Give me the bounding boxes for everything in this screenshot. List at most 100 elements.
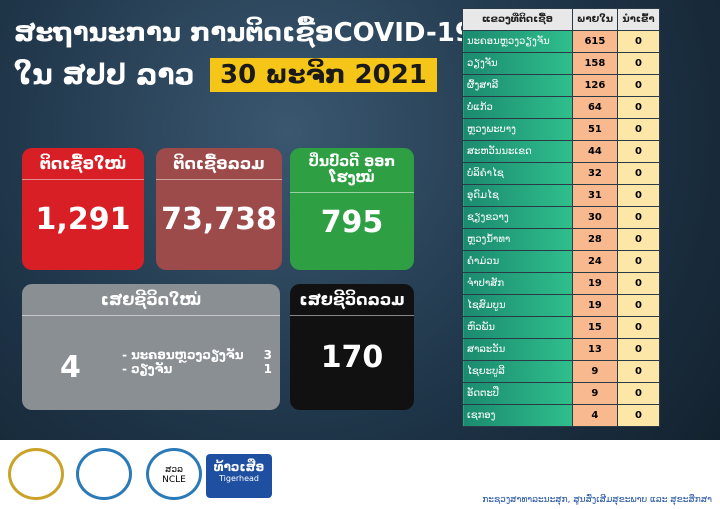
table-cell: ສະຫວັນນະເຂດ — [462, 140, 573, 163]
table-cell: 0 — [617, 52, 660, 75]
main-panel: ສະຖານະການ ການຕິດເຊື້ອCOVID-19 ໃນ ສປປ ລາວ… — [0, 0, 720, 440]
table-row: ນະຄອນຫຼວງວຽງຈັນ 615 0 — [462, 30, 660, 53]
table-cell: ຊຽງຂວາງ — [462, 206, 573, 229]
table-row: ຫຼວງພະບາງ 51 0 — [462, 118, 660, 141]
footer-text: ກະຊວງສາທາລະນະສຸກ, ສູນສົ່ງເສີມສຸຂະພາບ ແລະ… — [482, 495, 712, 505]
card-value: 1,291 — [35, 202, 131, 237]
table-cell: 0 — [617, 206, 660, 229]
table-row: ສາລະວັນ 13 0 — [462, 338, 660, 361]
table-cell: 0 — [617, 382, 660, 405]
card-value: 170 — [320, 340, 384, 375]
table-cell: ໄຊສົມບູນ — [462, 294, 573, 317]
table-cell: 0 — [617, 30, 660, 53]
card-value: 73,738 — [161, 202, 277, 237]
table-row: ບໍລິຄຳໄຊ 32 0 — [462, 162, 660, 185]
table-cell: 13 — [571, 338, 619, 361]
table-cell: 0 — [617, 338, 660, 361]
table-cell: 0 — [617, 228, 660, 251]
table-row: ສະຫວັນນະເຂດ 44 0 — [462, 140, 660, 163]
table-cell: 19 — [571, 294, 619, 317]
card-label: ເສຍຊີວິດລວມ — [290, 284, 414, 316]
table-cell: 31 — [571, 184, 619, 207]
table-cell: ເຊກອງ — [462, 404, 573, 427]
table-row: ບໍ່ແກ້ວ 64 0 — [462, 96, 660, 119]
table-cell: ບໍລິຄຳໄຊ — [462, 162, 573, 185]
table-cell: 44 — [571, 140, 619, 163]
card-label: ຕິດເຊື້ອລວມ — [156, 148, 282, 180]
card-value: 4 — [60, 350, 81, 385]
table-cell: ນະຄອນຫຼວງວຽງຈັນ — [462, 30, 573, 53]
table-cell: 9 — [571, 360, 619, 383]
logo-text: NCLE — [162, 475, 186, 485]
table-row: ອຸດົມໄຊ 31 0 — [462, 184, 660, 207]
table-row: ຈຳປາສັກ 19 0 — [462, 272, 660, 295]
table-row: ເຊກອງ 4 0 — [462, 404, 660, 427]
card-value: 795 — [320, 205, 384, 240]
card-label: ປິ່ນປົວດີ ອອກໂຮງໝໍ — [290, 148, 414, 193]
logo: ສວລ NCLE — [146, 448, 202, 500]
table-cell: ບໍ່ແກ້ວ — [462, 96, 573, 119]
table-cell: 0 — [617, 294, 660, 317]
table-cell: 0 — [617, 74, 660, 97]
table-cell: ອຸດົມໄຊ — [462, 184, 573, 207]
table-cell: 64 — [571, 96, 619, 119]
table-row: ວຽງຈັນ 158 0 — [462, 52, 660, 75]
table-cell: 19 — [571, 272, 619, 295]
table-cell: 615 — [571, 30, 619, 53]
table-cell: 24 — [571, 250, 619, 273]
detail-count: 3 — [263, 348, 272, 362]
card: ປິ່ນປົວດີ ອອກໂຮງໝໍ 795 — [290, 148, 414, 270]
table-cell: 0 — [617, 316, 660, 339]
table-row: ຊຽງຂວາງ 30 0 — [462, 206, 660, 229]
table-cell: ຄຳມ່ວນ — [462, 250, 573, 273]
table-row: ຜົ້ງສາລີ 126 0 — [462, 74, 660, 97]
column-header: ພາຍໃນ — [571, 8, 619, 31]
logo — [8, 448, 64, 500]
table-cell: 126 — [571, 74, 619, 97]
detail-count: 1 — [263, 362, 272, 376]
table-cell: 15 — [571, 316, 619, 339]
table-cell: 30 — [571, 206, 619, 229]
table-cell: ຈຳປາສັກ — [462, 272, 573, 295]
table-cell: 0 — [617, 162, 660, 185]
table-cell: ໄຊຍະບູລີ — [462, 360, 573, 383]
logo-text: ທ້າວເສືອ — [213, 460, 265, 474]
table-cell: 51 — [571, 118, 619, 141]
logo-text: ສວລ — [165, 465, 183, 475]
table-cell: 158 — [571, 52, 619, 75]
card: ຕິດເຊື້ອໃໝ່ 1,291 — [22, 148, 144, 270]
table-cell: 28 — [571, 228, 619, 251]
card: ຕິດເຊື້ອລວມ 73,738 — [156, 148, 282, 270]
column-header: ແຂວງທີ່ຕິດເຊື້ອ — [462, 8, 573, 31]
title: ສະຖານະການ ການຕິດເຊື້ອCOVID-19 — [14, 18, 473, 48]
table-cell: ຜົ້ງສາລີ — [462, 74, 573, 97]
card: ເສຍຊີວິດລວມ 170 — [290, 284, 414, 410]
card-label: ຕິດເຊື້ອໃໝ່ — [22, 148, 144, 180]
table-cell: 0 — [617, 360, 660, 383]
column-header: ນຳເຂົ້າ — [617, 8, 660, 31]
logo: ທ້າວເສືອ Tigerhead — [206, 454, 272, 498]
table-cell: 9 — [571, 382, 619, 405]
table-cell: 0 — [617, 404, 660, 427]
table-cell: ຫຼວງພະບາງ — [462, 118, 573, 141]
table-cell: 0 — [617, 140, 660, 163]
card-label: ເສຍຊີວິດໃໝ່ — [22, 284, 280, 316]
detail-place: - ວຽງຈັນ — [122, 362, 173, 376]
table-cell: ຫົວພັນ — [462, 316, 573, 339]
table-row: ໄຊສົມບູນ 19 0 — [462, 294, 660, 317]
card: ເສຍຊີວິດໃໝ່ 4 - ນະຄອນຫຼວງວຽງຈັນ 3 - ວຽງຈັ… — [22, 284, 280, 410]
table-cell: ອັດຕະປື — [462, 382, 573, 405]
table-cell: ຫຼວງນ້ຳທາ — [462, 228, 573, 251]
table-cell: 0 — [617, 250, 660, 273]
title: ໃນ ສປປ ລາວ — [14, 58, 195, 91]
table-row: ອັດຕະປື 9 0 — [462, 382, 660, 405]
table-cell: 0 — [617, 272, 660, 295]
table-cell: 0 — [617, 118, 660, 141]
table-cell: 0 — [617, 184, 660, 207]
logo — [76, 448, 132, 500]
table-row: ຄຳມ່ວນ 24 0 — [462, 250, 660, 273]
table-cell: 4 — [571, 404, 619, 427]
table-row: ໄຊຍະບູລີ 9 0 — [462, 360, 660, 383]
table: ແຂວງທີ່ຕິດເຊື້ອ ພາຍໃນ ນຳເຂົ້າ ນະຄອນຫຼວງວຽງຈ… — [462, 8, 660, 427]
